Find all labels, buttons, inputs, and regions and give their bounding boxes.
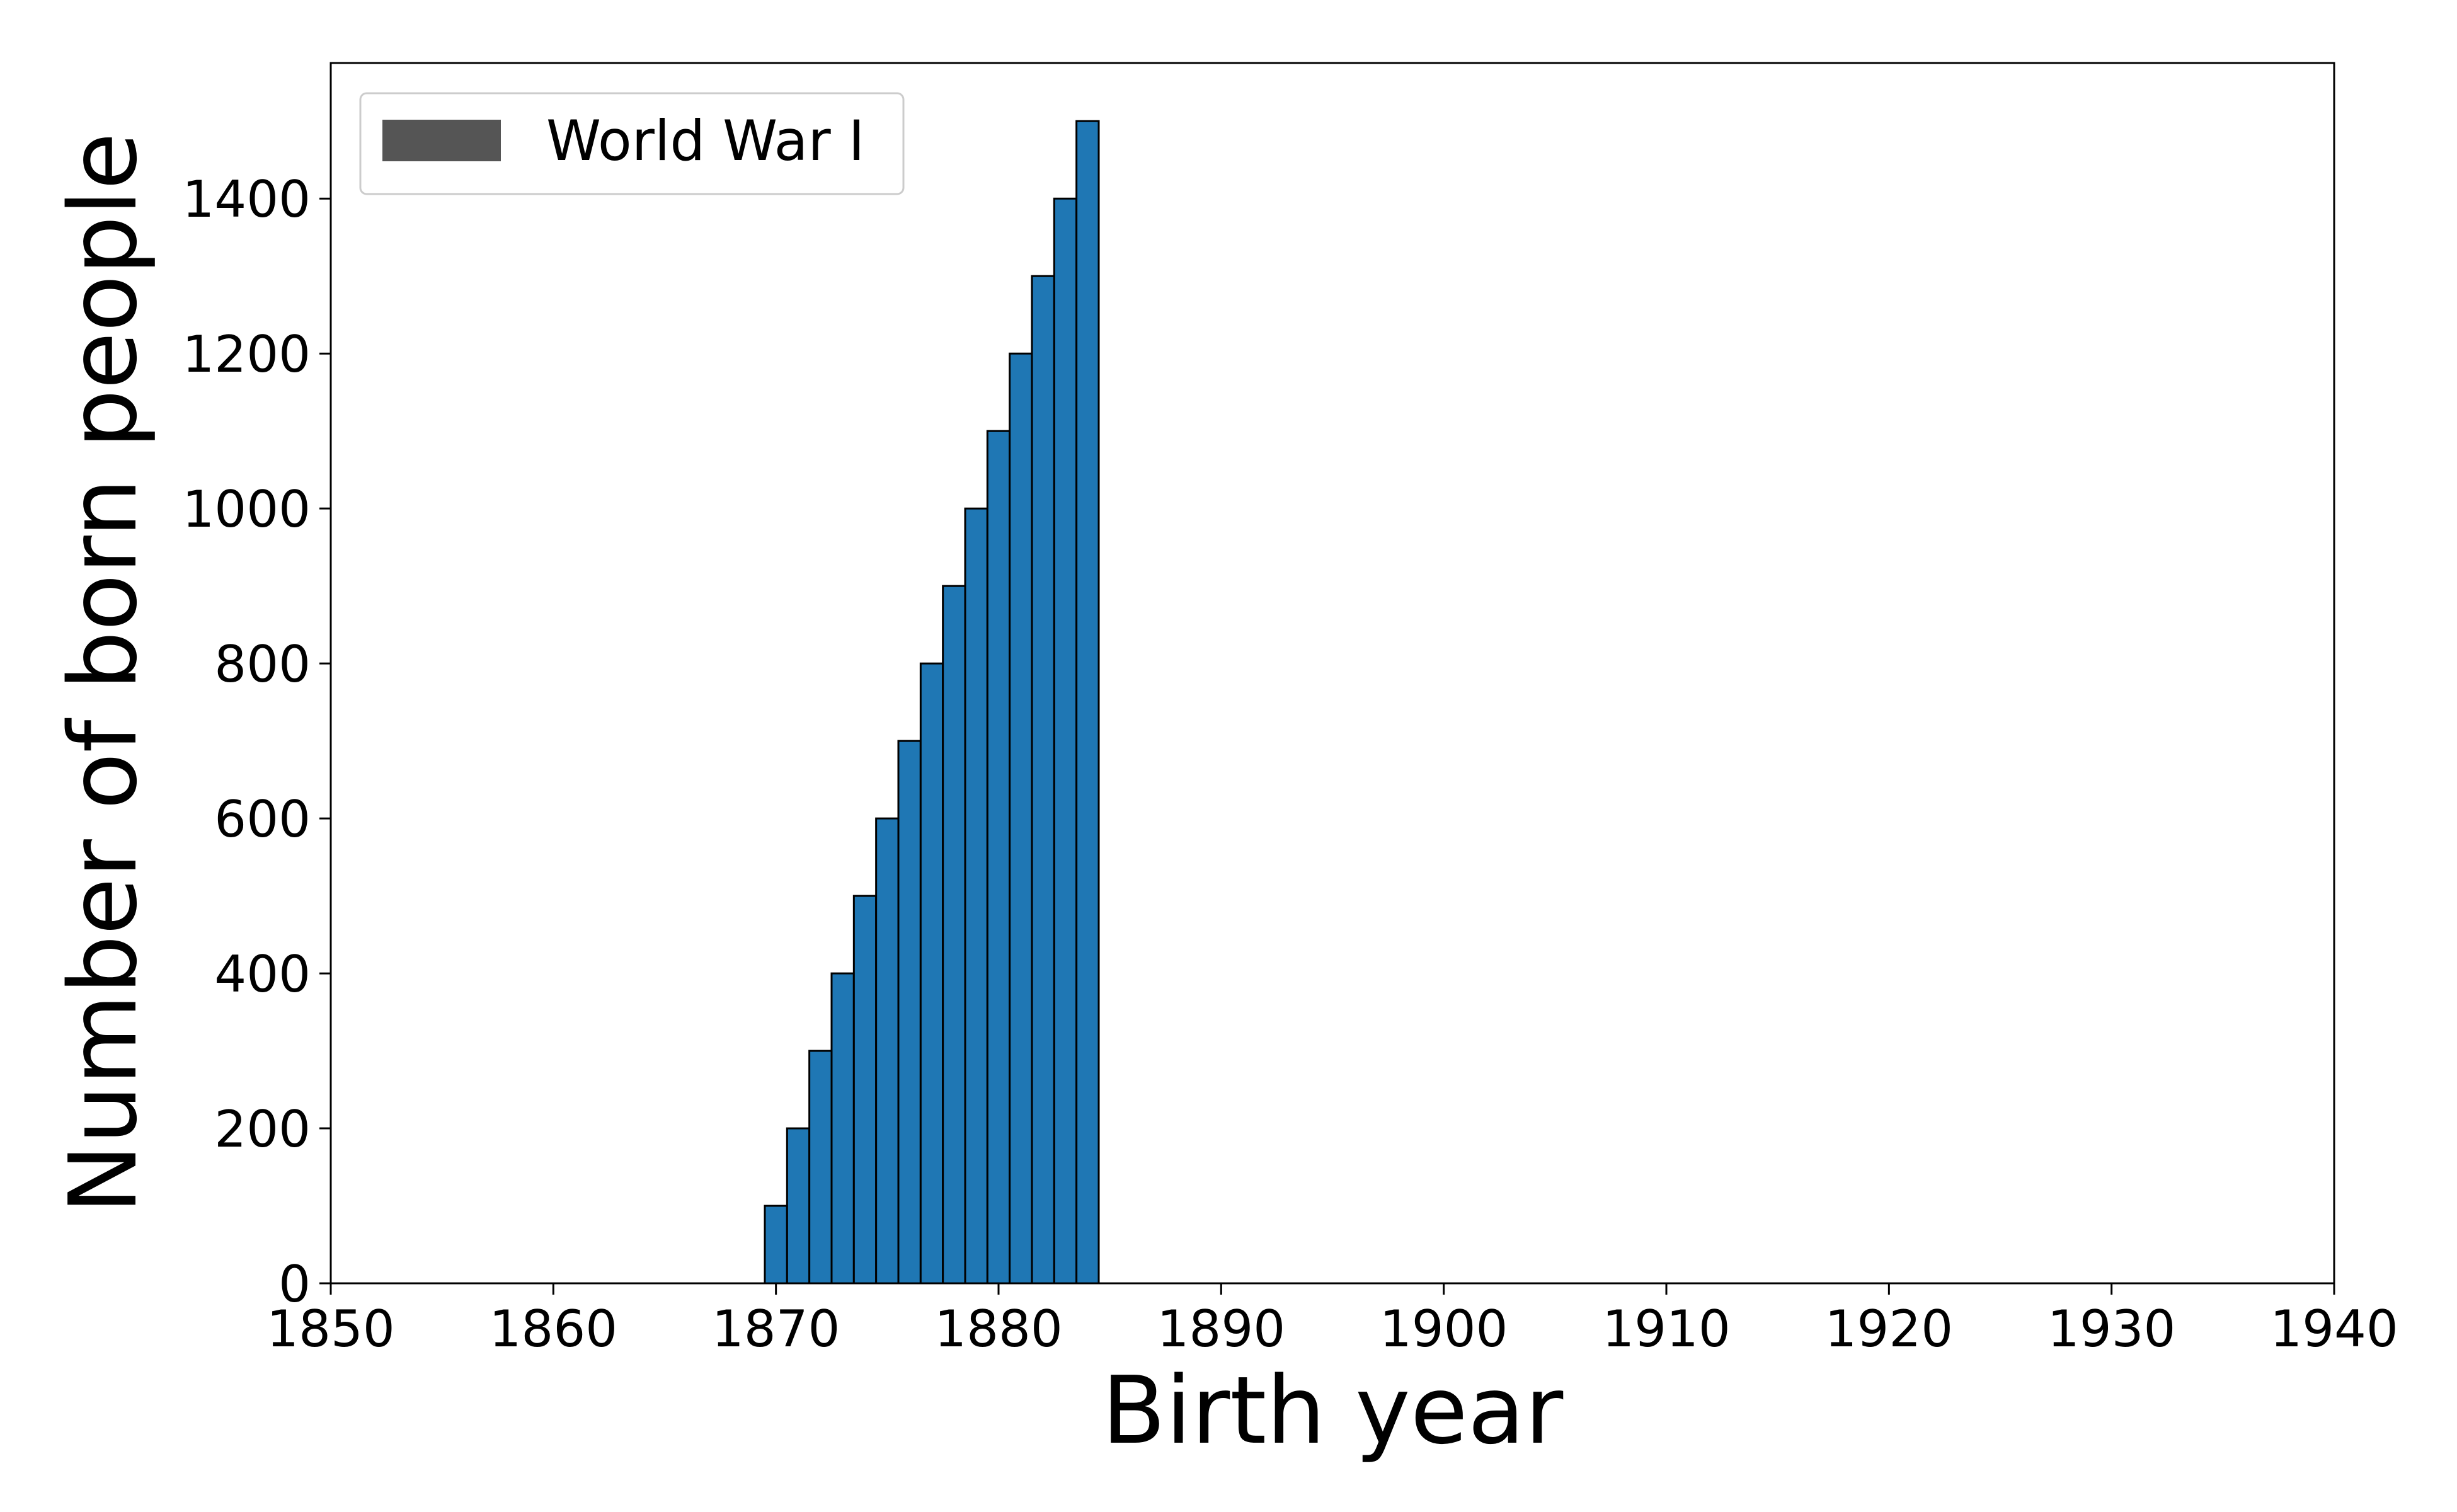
y-tick-label-1000: 1000	[182, 480, 311, 539]
plot-frame	[329, 62, 2335, 1285]
y-tick-label-0: 0	[278, 1255, 311, 1314]
bar-1881	[1009, 352, 1033, 1285]
x-tick-label-1870: 1870	[712, 1300, 840, 1358]
bar-1877	[919, 662, 944, 1285]
x-tick-label-1930: 1930	[2048, 1300, 2176, 1358]
x-tick-label-1910: 1910	[1602, 1300, 1731, 1358]
bar-1884	[1075, 120, 1100, 1285]
x-tick-label-1850: 1850	[266, 1300, 395, 1358]
x-tick-label-1900: 1900	[1380, 1300, 1508, 1358]
bar-1873	[830, 972, 855, 1285]
bar-1883	[1053, 197, 1078, 1285]
x-tick-label-1880: 1880	[934, 1300, 1063, 1358]
bar-1872	[808, 1050, 833, 1285]
legend-swatch-world-war-i	[382, 120, 501, 161]
legend-box	[359, 92, 905, 195]
bar-1870	[764, 1205, 788, 1285]
bar-1882	[1031, 275, 1055, 1285]
x-tick-label-1860: 1860	[490, 1300, 618, 1358]
y-tick-label-600: 600	[214, 790, 311, 849]
y-axis: 0 200 400 600 800 1000 1200 1400	[182, 170, 331, 1314]
y-axis-title: Number of born people	[49, 132, 158, 1214]
x-axis-title: Birth year	[1102, 1356, 1564, 1465]
x-tick-label-1940: 1940	[2270, 1300, 2398, 1358]
y-tick-label-800: 800	[214, 635, 311, 694]
bar-1874	[852, 895, 878, 1285]
y-tick-label-400: 400	[214, 945, 311, 1004]
y-tick-label-1400: 1400	[182, 170, 311, 229]
bar-1871	[786, 1127, 811, 1285]
x-tick-label-1890: 1890	[1157, 1300, 1286, 1358]
bar-1878	[942, 585, 966, 1285]
bar-1876	[897, 740, 922, 1285]
y-tick-label-1200: 1200	[182, 325, 311, 384]
x-axis: 1850 1860 1870 1880 1890 1900 1910 1920 1930 1940	[266, 1283, 2398, 1358]
legend: World War I	[359, 92, 905, 195]
bar-1880	[986, 430, 1011, 1285]
bar-group	[764, 120, 1100, 1285]
bar-1875	[875, 817, 900, 1285]
x-tick-label-1920: 1920	[1825, 1300, 1954, 1358]
bar-1879	[964, 507, 988, 1285]
y-tick-label-200: 200	[214, 1100, 311, 1159]
legend-label-world-war-i: World War I	[546, 108, 865, 173]
